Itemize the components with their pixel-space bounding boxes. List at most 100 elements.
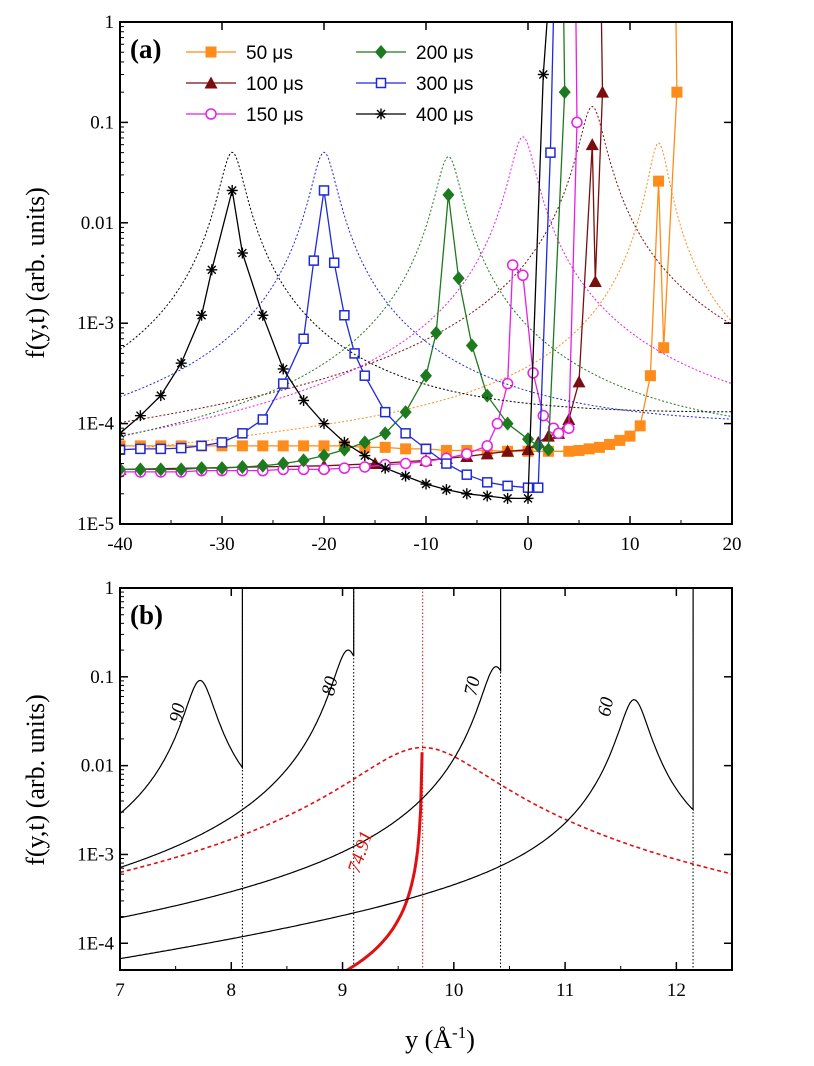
a-data-point: [585, 138, 599, 151]
a-data-point: [120, 462, 126, 477]
a-data-point: [379, 462, 391, 474]
a-data-point: [532, 438, 545, 453]
a-data-point: [277, 440, 289, 452]
a-series-markers: [120, 147, 556, 493]
a-data-point: [196, 440, 207, 452]
a-data-point: [359, 370, 371, 381]
b-ytick-label: 1E-3: [77, 844, 114, 865]
a-data-point: [379, 426, 392, 441]
b-curve-label: 74.91: [344, 829, 377, 876]
a-data-point: [134, 462, 147, 477]
panel-b-curves: [120, 588, 732, 970]
a-data-point: [502, 492, 514, 504]
a-data-point: [318, 185, 330, 196]
panel-b-curve-labels: 90 80 74.91 70 60: [166, 674, 619, 876]
a-data-point: [400, 443, 412, 455]
a-data-point: [537, 409, 550, 422]
a-data-point: [277, 363, 289, 375]
a-data-point: [481, 490, 493, 502]
a-data-point: [430, 325, 443, 340]
panel-b-xlabel: y (Å-1): [405, 1023, 475, 1054]
a-theory-curve: [120, 136, 732, 437]
panel-a-ylabel: f(y,t) (arb. units): [21, 187, 50, 359]
legend-marker: [205, 46, 217, 58]
a-xtick-label: -40: [107, 534, 132, 555]
a-series-markers: [120, 85, 609, 475]
a-data-point: [506, 259, 519, 271]
b-ytick-label: 0.1: [90, 667, 114, 688]
a-xtick-label: 20: [723, 534, 742, 555]
a-data-point: [399, 405, 412, 420]
a-data-point: [155, 443, 167, 455]
a-data-point: [298, 333, 309, 345]
a-series-line: [120, 22, 566, 471]
a-data-point: [653, 175, 665, 187]
b-ytick-label: 1E-4: [77, 933, 114, 954]
b-xtick-label: 7: [115, 980, 125, 1001]
a-data-point: [614, 434, 626, 446]
a-data-point: [658, 342, 670, 354]
b-xtick-label: 11: [556, 980, 574, 1001]
a-data-point: [563, 422, 575, 434]
a-data-point: [442, 187, 455, 202]
a-series-markers: [120, 86, 683, 457]
a-data-point: [236, 459, 249, 474]
a-data-point: [588, 275, 602, 288]
b-curve-label: 80: [318, 674, 343, 697]
a-data-point: [517, 269, 529, 282]
a-data-point: [420, 368, 432, 383]
b-ytick-label: 0.01: [81, 756, 114, 777]
panel-b-frame: [119, 587, 733, 971]
a-data-point: [338, 462, 351, 474]
legend-label: 300 μs: [416, 74, 473, 95]
a-data-point: [216, 461, 228, 476]
a-data-point: [349, 348, 360, 359]
a-data-point: [134, 410, 146, 422]
panel-a-curves: [120, 22, 732, 504]
a-data-point: [400, 428, 411, 439]
a-data-point: [359, 461, 371, 473]
a-data-point: [502, 480, 513, 492]
a-data-point: [461, 469, 473, 480]
a-data-point: [155, 390, 167, 402]
a-data-point: [308, 255, 320, 266]
legend-marker: [375, 45, 387, 59]
legend-marker: [375, 108, 387, 120]
a-data-point: [480, 447, 494, 460]
b-critical-curve: [344, 752, 424, 970]
a-data-point: [481, 477, 493, 488]
a-data-point: [481, 388, 494, 403]
a-data-point: [236, 440, 248, 452]
panel-b-ylabel: f(y,t) (arb. units): [21, 694, 50, 866]
b-curve: [120, 588, 694, 960]
a-data-point: [175, 442, 187, 454]
a-series-line: [120, 22, 578, 473]
legend-label: 400 μs: [416, 105, 473, 126]
a-data-point: [399, 457, 412, 470]
a-data-point: [175, 462, 188, 477]
b-dashed-curve: [120, 746, 732, 875]
a-data-point: [318, 448, 330, 463]
a-data-point: [440, 444, 452, 456]
b-curve: [120, 588, 243, 815]
panel-a: -40 -30 -20 -10 0 10 20 1E-5 1E-4 1E-3 0.01 0.1 1 (a…: [21, 12, 742, 555]
b-xtick-label: 10: [444, 980, 463, 1001]
b-curve-label: 70: [460, 674, 485, 697]
a-data-point: [537, 68, 549, 80]
a-data-point: [277, 456, 290, 471]
legend-marker: [375, 77, 387, 89]
a-data-point: [420, 443, 432, 455]
a-data-point: [359, 450, 371, 462]
a-data-point: [552, 427, 565, 440]
a-data-point: [491, 417, 504, 430]
a-xtick-label: -30: [209, 534, 234, 555]
legend-label: 200 μs: [416, 43, 473, 64]
a-theory-curve: [120, 151, 732, 413]
a-data-point: [277, 378, 289, 389]
a-data-point: [522, 432, 534, 447]
a-data-point: [452, 271, 465, 286]
a-data-point: [420, 455, 432, 468]
a-data-point: [465, 338, 478, 353]
panel-a-label: (a): [130, 34, 161, 64]
a-data-point: [195, 461, 208, 476]
